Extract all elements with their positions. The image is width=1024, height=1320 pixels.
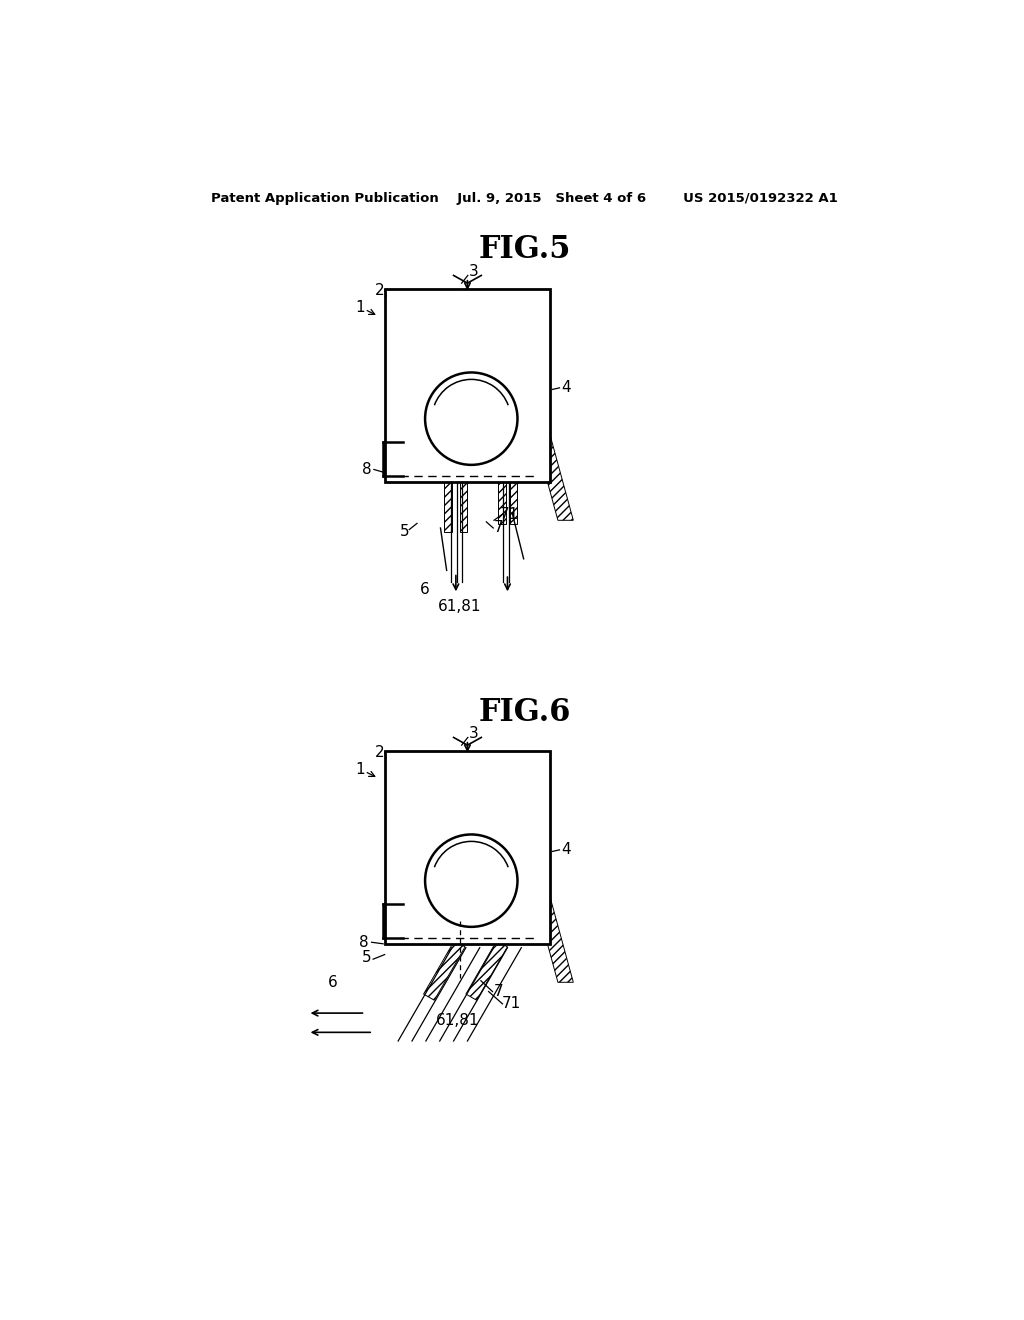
Polygon shape — [510, 482, 517, 524]
Text: FIG.6: FIG.6 — [478, 697, 571, 729]
Text: 5: 5 — [362, 950, 372, 965]
Text: 61,81: 61,81 — [436, 1014, 479, 1028]
Polygon shape — [383, 904, 403, 937]
Text: 1: 1 — [355, 762, 365, 776]
Polygon shape — [535, 436, 573, 520]
Text: 71: 71 — [500, 507, 519, 521]
Text: Patent Application Publication    Jul. 9, 2015   Sheet 4 of 6        US 2015/019: Patent Application Publication Jul. 9, 2… — [211, 191, 839, 205]
Polygon shape — [535, 751, 550, 944]
Text: 6: 6 — [328, 974, 337, 990]
Polygon shape — [535, 289, 550, 482]
Text: 6: 6 — [420, 582, 430, 597]
Text: 4: 4 — [561, 842, 571, 858]
Polygon shape — [466, 941, 508, 1001]
Polygon shape — [412, 774, 478, 842]
Polygon shape — [457, 774, 508, 842]
Text: 2: 2 — [375, 282, 384, 297]
Text: 3: 3 — [468, 726, 478, 741]
Text: 3: 3 — [468, 264, 478, 279]
Text: 8: 8 — [362, 462, 372, 477]
Polygon shape — [499, 482, 506, 524]
Polygon shape — [457, 312, 508, 380]
Polygon shape — [535, 898, 573, 982]
Text: 7: 7 — [494, 983, 504, 999]
Text: 1: 1 — [355, 300, 365, 314]
Polygon shape — [385, 751, 400, 944]
Text: FIG.5: FIG.5 — [478, 234, 571, 265]
Text: 8: 8 — [359, 935, 369, 950]
Polygon shape — [444, 482, 452, 532]
Text: 5: 5 — [399, 524, 410, 540]
Polygon shape — [383, 442, 403, 475]
Text: 2: 2 — [375, 744, 384, 759]
Polygon shape — [424, 941, 465, 1001]
Polygon shape — [460, 482, 467, 532]
Text: 71: 71 — [502, 997, 520, 1011]
Text: 7: 7 — [494, 520, 504, 536]
Text: 61,81: 61,81 — [438, 599, 482, 614]
Bar — [385, 751, 550, 944]
Polygon shape — [412, 312, 478, 380]
Polygon shape — [385, 289, 400, 482]
Bar — [385, 289, 550, 482]
Text: 4: 4 — [561, 380, 571, 396]
